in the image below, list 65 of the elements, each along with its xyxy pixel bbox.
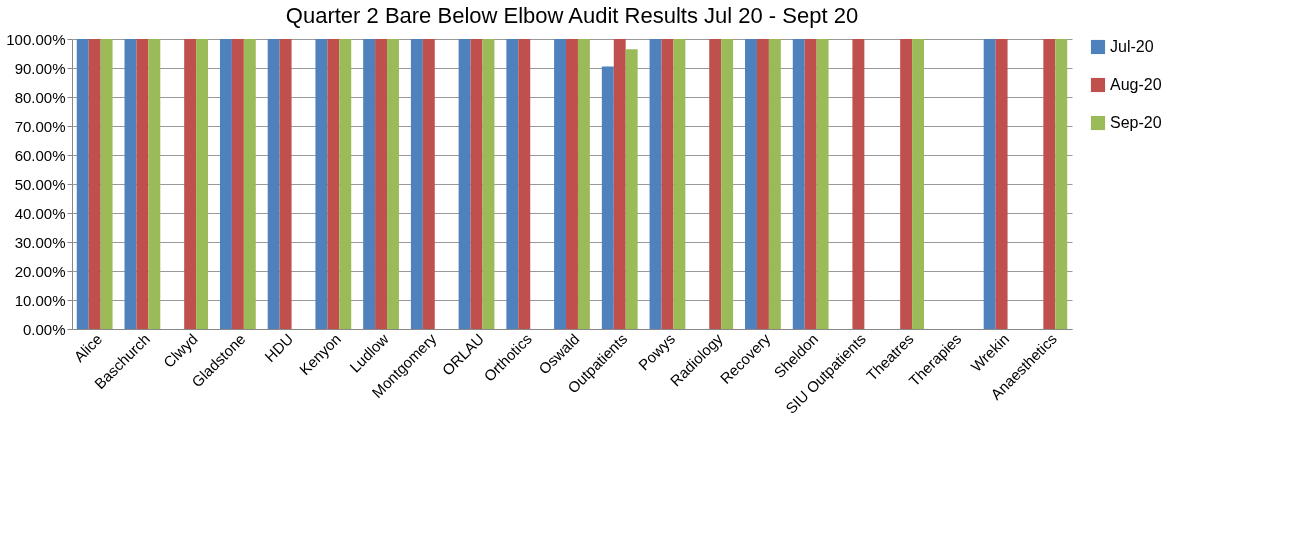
bar: [673, 39, 686, 329]
bar: [470, 39, 483, 329]
bar: [458, 39, 471, 329]
bar: [804, 39, 817, 329]
y-tick-label: 40.00%: [14, 204, 66, 222]
bar: [554, 39, 567, 329]
bar: [124, 39, 137, 329]
bar: [482, 39, 495, 329]
y-tick-label: 60.00%: [14, 146, 66, 164]
bar: [983, 39, 996, 329]
bar: [661, 39, 674, 329]
bar: [900, 39, 913, 329]
y-tick-label: 50.00%: [14, 175, 66, 193]
bar: [231, 39, 244, 329]
bar: [279, 39, 292, 329]
y-tick-label: 100.00%: [6, 30, 66, 48]
bar: [721, 39, 734, 329]
bar: [88, 39, 101, 329]
y-tick-label: 20.00%: [14, 262, 66, 280]
bar: [792, 39, 805, 329]
y-tick-label: 0.00%: [22, 320, 66, 338]
bar: [852, 39, 865, 329]
bar: [184, 39, 197, 329]
legend-label: Aug-20: [1110, 76, 1162, 93]
bar: [577, 39, 590, 329]
chart-title: Quarter 2 Bare Below Elbow Audit Results Jul 20 - Sept 20: [285, 3, 859, 28]
bar: [243, 39, 256, 329]
bar: [196, 39, 209, 329]
bar: [768, 39, 781, 329]
bar: [625, 49, 638, 329]
bar: [1043, 39, 1056, 329]
bar: [756, 39, 769, 329]
bar: [506, 39, 519, 329]
bar: [387, 39, 399, 329]
bar: [518, 39, 531, 329]
bar: [816, 39, 829, 329]
bar: [649, 39, 662, 329]
y-tick-label: 90.00%: [14, 59, 66, 77]
y-tick-label: 10.00%: [14, 291, 66, 309]
bar: [76, 39, 89, 329]
bar: [1055, 39, 1068, 329]
bar: [136, 39, 149, 329]
y-tick-label: 30.00%: [14, 233, 66, 251]
bar: [613, 39, 626, 329]
legend-label: Jul-20: [1110, 38, 1154, 55]
bar: [327, 39, 340, 329]
bar: [912, 39, 925, 329]
bar: [709, 39, 722, 329]
bar: [148, 39, 161, 329]
bar: [100, 39, 113, 329]
y-tick-label: 70.00%: [14, 117, 66, 135]
bar: [339, 39, 352, 329]
bar: [422, 39, 435, 329]
bar: [363, 39, 376, 329]
bar: [995, 39, 1008, 329]
bar: [315, 39, 328, 329]
bar: [410, 39, 423, 329]
bar: [267, 39, 280, 329]
legend-label: Sep-20: [1110, 114, 1162, 131]
bar: [566, 39, 578, 329]
bar: [219, 39, 232, 329]
y-tick-label: 80.00%: [14, 88, 66, 106]
bar: [745, 39, 757, 329]
bar: [601, 66, 614, 329]
bar: [375, 39, 388, 329]
